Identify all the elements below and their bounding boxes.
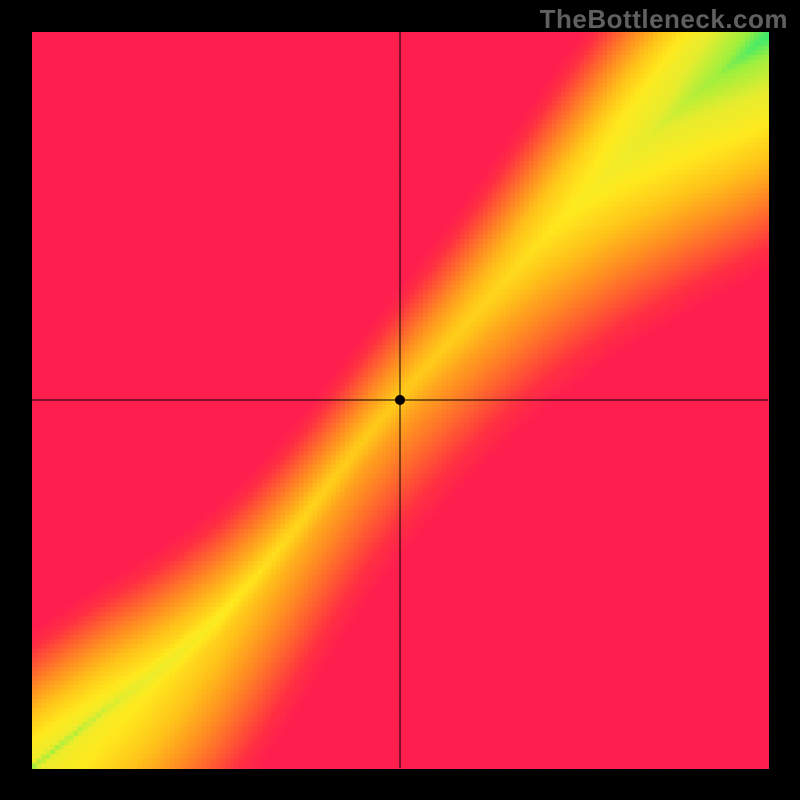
chart-root: TheBottleneck.com: [0, 0, 800, 800]
watermark-text: TheBottleneck.com: [540, 4, 788, 35]
bottleneck-heatmap: [0, 0, 800, 800]
